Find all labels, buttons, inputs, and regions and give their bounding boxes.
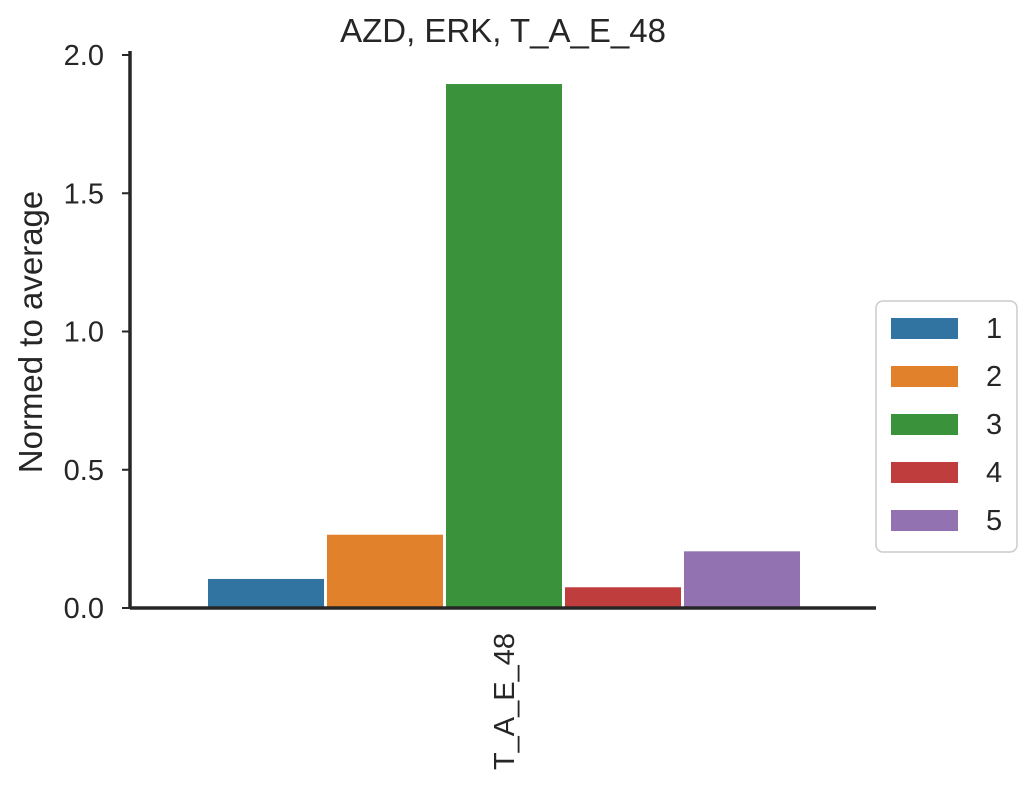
- chart-title: AZD, ERK, T_A_E_48: [340, 12, 666, 49]
- legend-swatch-2: [891, 366, 958, 387]
- legend-label: 3: [986, 409, 1002, 441]
- bars: [208, 84, 800, 609]
- bar-series-1: [208, 578, 324, 608]
- bar-series-3: [446, 84, 562, 609]
- legend-label: 5: [986, 505, 1002, 537]
- y-tick-label: 0.5: [64, 455, 104, 487]
- legend-swatch-5: [891, 510, 958, 531]
- y-tick-label: 1.5: [64, 178, 104, 210]
- y-tick-label: 0.0: [64, 593, 104, 625]
- legend-swatch-3: [891, 414, 958, 435]
- x-tick-label: T_A_E_48: [489, 633, 521, 770]
- legend-label: 4: [986, 457, 1002, 489]
- legend-label: 2: [986, 361, 1002, 393]
- x-axis-ticks: T_A_E_48: [489, 633, 521, 770]
- bar-series-4: [565, 587, 681, 608]
- bar-series-5: [684, 551, 800, 608]
- legend-label: 1: [986, 313, 1002, 345]
- legend-swatch-4: [891, 462, 958, 483]
- y-tick-label: 1.0: [64, 317, 104, 349]
- bar-series-2: [327, 534, 443, 608]
- legend: 1 2 3 4 5: [875, 300, 1018, 553]
- y-axis-label: Normed to average: [12, 191, 49, 473]
- y-tick-label: 2.0: [64, 40, 104, 72]
- legend-swatch-1: [891, 318, 958, 339]
- y-axis-ticks: 0.0 0.5 1.0 1.5 2.0: [64, 40, 130, 625]
